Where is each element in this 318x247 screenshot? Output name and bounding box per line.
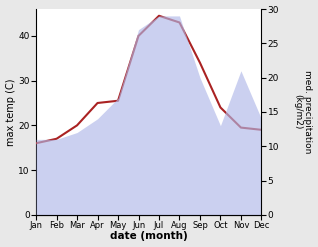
X-axis label: date (month): date (month) <box>110 231 188 242</box>
Y-axis label: med. precipitation
(kg/m2): med. precipitation (kg/m2) <box>293 70 313 154</box>
Y-axis label: max temp (C): max temp (C) <box>5 78 16 146</box>
